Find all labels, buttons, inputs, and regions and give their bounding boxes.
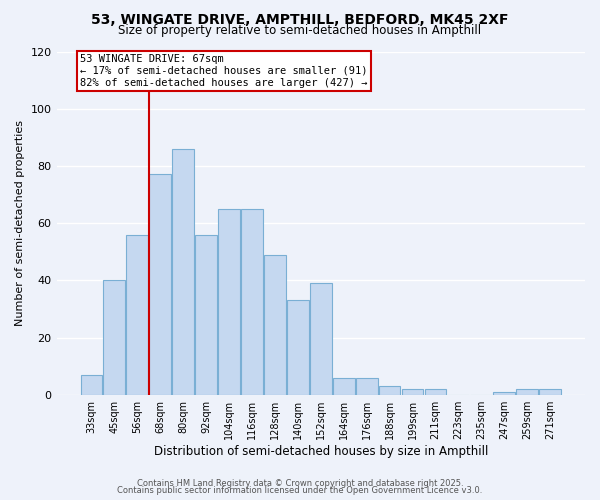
Bar — [310, 283, 332, 395]
Bar — [287, 300, 309, 394]
Text: Contains HM Land Registry data © Crown copyright and database right 2025.: Contains HM Land Registry data © Crown c… — [137, 478, 463, 488]
Bar — [127, 234, 148, 394]
X-axis label: Distribution of semi-detached houses by size in Ampthill: Distribution of semi-detached houses by … — [154, 444, 488, 458]
Bar — [333, 378, 355, 394]
Bar — [103, 280, 125, 394]
Text: 53, WINGATE DRIVE, AMPTHILL, BEDFORD, MK45 2XF: 53, WINGATE DRIVE, AMPTHILL, BEDFORD, MK… — [91, 12, 509, 26]
Bar — [195, 234, 217, 394]
Text: Contains public sector information licensed under the Open Government Licence v3: Contains public sector information licen… — [118, 486, 482, 495]
Bar — [356, 378, 377, 394]
Bar — [379, 386, 400, 394]
Bar — [539, 389, 561, 394]
Text: Size of property relative to semi-detached houses in Ampthill: Size of property relative to semi-detach… — [118, 24, 482, 37]
Bar — [516, 389, 538, 394]
Bar — [80, 374, 103, 394]
Bar — [425, 389, 446, 394]
Y-axis label: Number of semi-detached properties: Number of semi-detached properties — [15, 120, 25, 326]
Bar — [401, 389, 424, 394]
Bar — [264, 254, 286, 394]
Bar — [241, 209, 263, 394]
Bar — [149, 174, 171, 394]
Bar — [172, 148, 194, 394]
Bar — [493, 392, 515, 394]
Text: 53 WINGATE DRIVE: 67sqm
← 17% of semi-detached houses are smaller (91)
82% of se: 53 WINGATE DRIVE: 67sqm ← 17% of semi-de… — [80, 54, 368, 88]
Bar — [218, 209, 240, 394]
